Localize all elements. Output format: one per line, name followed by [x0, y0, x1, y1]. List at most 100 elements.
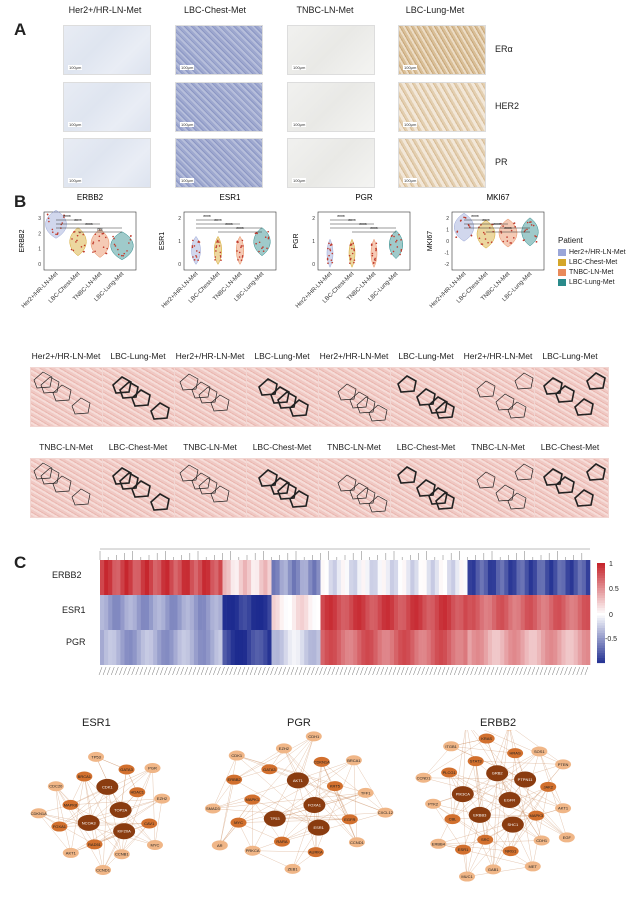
network-node-label: EGF: [563, 835, 572, 840]
heatmap-cell: [189, 560, 195, 595]
heatmap-cell: [112, 560, 117, 595]
heatmap-cell: [132, 560, 138, 595]
column-tick: [552, 666, 556, 676]
network-node: [430, 838, 447, 849]
roi-outline: [397, 466, 417, 484]
violin-point: [63, 216, 65, 218]
legend-swatch: [558, 268, 566, 276]
violin-point: [46, 213, 49, 216]
network-edge: [497, 773, 567, 838]
network-node: [540, 781, 557, 792]
violin-point: [350, 243, 353, 245]
column-tick: [580, 666, 585, 676]
heatmap-cell: [492, 560, 497, 595]
network-node: [286, 772, 309, 789]
network-edge: [59, 823, 150, 827]
violin-point: [218, 241, 220, 243]
heatmap-cell: [357, 595, 362, 630]
heatmap-cell: [353, 630, 358, 665]
network-edge: [70, 776, 85, 853]
heatmap-cell: [585, 560, 591, 595]
column-tick: [523, 666, 527, 676]
heatmap-cell: [365, 560, 370, 595]
heatmap-cell: [165, 560, 170, 595]
roi-outline: [119, 381, 139, 399]
violin-point: [72, 249, 75, 252]
roi-outlines: [543, 372, 606, 416]
column-tick: [441, 666, 446, 676]
violin-axes: [317, 211, 411, 271]
group-label: Her2+/HR-LN-Met: [161, 271, 200, 310]
roi-outline: [416, 479, 436, 497]
network-node: [501, 816, 524, 833]
heatmap-cell: [255, 595, 260, 630]
heatmap-cell: [577, 560, 583, 595]
violin-point: [214, 256, 217, 258]
network-node-label: CDH1: [308, 734, 320, 739]
heatmap-cell: [353, 595, 358, 630]
heatmap-cell: [377, 630, 383, 665]
network-node: [113, 849, 130, 860]
heatmap-cell: [451, 630, 456, 665]
heatmap-cell: [255, 630, 260, 665]
heatmap-cell: [496, 630, 501, 665]
violin-point: [350, 257, 352, 260]
roi-outline: [507, 401, 527, 419]
network-node: [211, 840, 228, 851]
heatmap-cell: [165, 595, 170, 630]
violin-point: [484, 233, 486, 235]
violin-point: [530, 224, 533, 226]
violin-point: [218, 245, 221, 247]
heatmap-cell: [275, 560, 280, 595]
violin-point: [241, 255, 244, 257]
column-tick: [417, 666, 421, 676]
violin-point: [395, 241, 397, 243]
network-node-label: PRKCA: [246, 848, 260, 853]
network-node: [555, 759, 572, 770]
column-tick: [172, 666, 176, 676]
column-tick: [584, 666, 589, 676]
heatmap-cell: [512, 595, 517, 630]
network-node: [273, 836, 290, 847]
spatial-sample-label: Her2+/HR-LN-Met: [319, 351, 389, 361]
heatmap-cell: [193, 560, 199, 595]
network-edge: [452, 730, 466, 820]
column-tick: [519, 666, 523, 676]
heatmap-cell: [136, 630, 142, 665]
violin-point: [193, 245, 196, 247]
network-edge: [59, 767, 153, 827]
violin-point: [459, 220, 462, 222]
heatmap-cell: [177, 560, 182, 595]
violin-point: [353, 261, 355, 264]
column-tick: [360, 666, 364, 676]
network-node: [455, 844, 472, 855]
violin-point: [513, 222, 515, 225]
network-node-label: EZH2: [157, 796, 168, 801]
roi-outline: [507, 492, 527, 510]
colorbar-label: 1: [609, 561, 613, 568]
roi-outlines: [397, 466, 455, 510]
network-node: [88, 751, 105, 762]
colorbar-segment: [597, 628, 605, 631]
violin-point: [464, 216, 467, 219]
heatmap-cell: [153, 560, 158, 595]
column-tick: [168, 666, 172, 676]
network-edge: [496, 773, 511, 852]
heatmap-cell: [520, 560, 525, 595]
roi-outlines: [397, 375, 455, 419]
network-node-label: CXCL12: [378, 810, 394, 815]
heatmap-cell: [443, 595, 448, 630]
network-node-label: ITGB1: [445, 744, 457, 749]
heatmap-cell: [463, 630, 468, 665]
spatial-tile: [318, 367, 393, 427]
violin-point: [326, 258, 329, 261]
heatmap-cell: [238, 595, 244, 630]
network-node-label: CDKN1A: [314, 759, 331, 764]
violin-point: [393, 235, 395, 238]
violin-point: [400, 248, 403, 251]
heatmap-cell: [536, 630, 542, 665]
heatmap-cell: [451, 595, 456, 630]
violin-point: [371, 252, 374, 255]
network-node: [441, 767, 458, 778]
violin-point: [105, 252, 107, 255]
